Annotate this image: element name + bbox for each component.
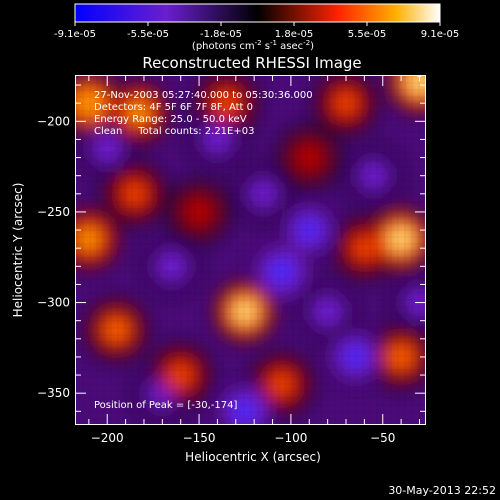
- hot-spot: [128, 187, 142, 201]
- hot-spot: [393, 231, 409, 247]
- heatmap-blobs: [76, 76, 425, 424]
- cold-spot: [345, 347, 366, 367]
- plot-frame: [75, 75, 426, 425]
- y-tick-label: −250: [37, 205, 70, 219]
- cold-spot: [270, 260, 293, 283]
- hot-spot: [193, 206, 205, 218]
- y-tick-label: −350: [37, 386, 70, 400]
- cold-spot: [299, 220, 320, 240]
- cold-spot: [98, 139, 117, 158]
- energy-range-annotation: Energy Range: 25.0 - 50.0 keV: [94, 114, 247, 125]
- colorbar-tick-labels: -9.1e-05 -5.5e-05 -1.8e-05 1.8e-05 5.5e-05 9.…: [54, 29, 459, 40]
- y-axis-ticks: [76, 84, 425, 412]
- hot-spot: [339, 96, 353, 110]
- date-stamp: 30-May-2013 22:52: [388, 484, 496, 497]
- hot-spot: [275, 377, 289, 391]
- colorbar-ticks: [74, 22, 441, 26]
- time-range-annotation: 27-Nov-2003 05:27:40.000 to 05:30:36.000: [94, 90, 313, 101]
- cold-spot: [318, 302, 337, 321]
- y-axis-label: Heliocentric Y (arcsec): [11, 183, 25, 318]
- hot-spot: [357, 241, 371, 255]
- cold-spot: [208, 130, 227, 149]
- hot-spot: [303, 151, 315, 164]
- colorbar-units-label: (photons cm-2 s-1 asec-2): [192, 39, 314, 52]
- hot-spot: [174, 368, 188, 382]
- clean-info-annotation: Clean Total counts: 2.21E+03: [94, 126, 254, 137]
- chart-title: Reconstructed RHESSI Image: [142, 54, 361, 72]
- x-tick-label: −200: [91, 431, 124, 445]
- hot-spot: [411, 76, 425, 90]
- hot-spot: [237, 304, 253, 320]
- hot-spot: [81, 95, 97, 111]
- cold-spot: [254, 184, 273, 203]
- cold-spot: [234, 401, 256, 422]
- colorbar: [74, 3, 441, 23]
- y-tick-label: −200: [37, 114, 70, 128]
- colorbar-tick-label: -9.1e-05: [54, 29, 96, 40]
- x-tick-label: −150: [183, 431, 216, 445]
- peak-position-annotation: Position of Peak = [-30,-174]: [94, 400, 238, 411]
- heatmap: [76, 76, 425, 424]
- hot-spot: [394, 350, 408, 364]
- heatmap-grain: [76, 76, 425, 424]
- y-axis-tick-labels: −200 −250 −300 −350: [37, 114, 70, 400]
- x-tick-label: −50: [370, 431, 395, 445]
- colorbar-tick-label: -1.8e-05: [200, 29, 242, 40]
- hot-spot: [109, 323, 124, 337]
- hot-spot: [131, 105, 146, 120]
- x-axis-tick-labels: −200 −150 −100 −50: [91, 431, 396, 445]
- hot-spot: [81, 232, 96, 247]
- x-axis-label: Heliocentric X (arcsec): [185, 450, 321, 464]
- detectors-annotation: Detectors: 4F 5F 6F 7F 8F, Att 0: [94, 102, 253, 113]
- x-axis-ticks: [88, 76, 420, 424]
- colorbar-tick-label: 5.5e-05: [348, 29, 386, 40]
- hot-spot: [220, 96, 234, 110]
- cold-spot: [162, 256, 181, 276]
- y-tick-label: −300: [37, 296, 70, 310]
- cold-spot: [364, 166, 383, 185]
- colorbar-tick-label: -5.5e-05: [127, 29, 169, 40]
- colorbar-tick-label: 1.8e-05: [275, 29, 313, 40]
- x-tick-label: −100: [274, 431, 307, 445]
- colorbar-tick-label: 9.1e-05: [421, 29, 459, 40]
